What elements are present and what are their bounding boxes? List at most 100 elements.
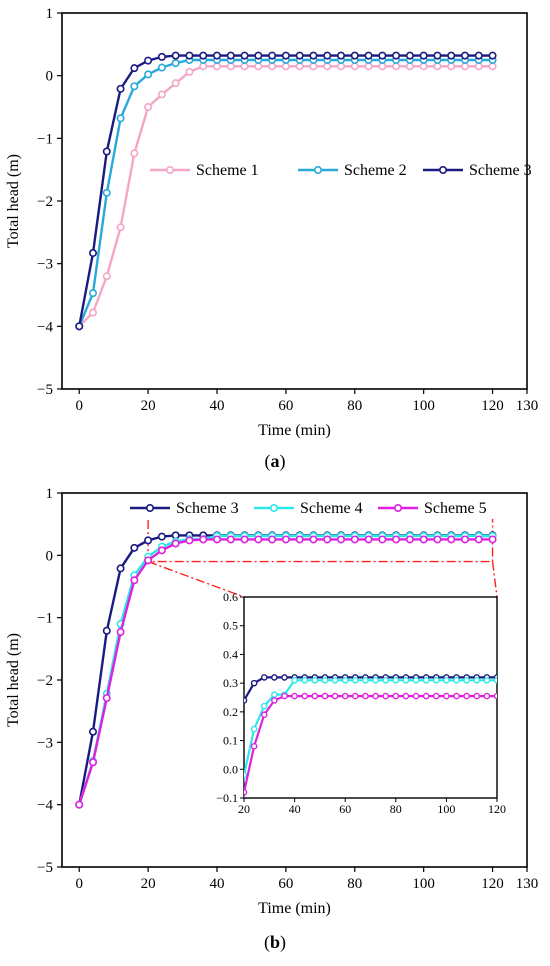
legend-label: Scheme 5 xyxy=(424,500,487,517)
x-tick-label: 40 xyxy=(210,876,225,892)
x-tick-label: 0 xyxy=(75,876,83,892)
inset-data-point xyxy=(463,692,470,700)
inset-series-scheme-5 xyxy=(244,692,497,798)
y-tick-label: −4 xyxy=(37,319,53,335)
inset-data-point xyxy=(412,692,420,700)
data-point xyxy=(240,535,249,544)
data-point xyxy=(185,67,194,76)
inset-data-point xyxy=(281,674,288,681)
data-point xyxy=(75,800,84,809)
data-point xyxy=(419,51,428,60)
data-point xyxy=(171,539,180,548)
data-point xyxy=(240,51,249,60)
data-point xyxy=(460,51,469,60)
inset-data-point xyxy=(382,692,389,700)
data-point xyxy=(378,51,387,60)
data-point xyxy=(336,62,345,71)
inset-data-point xyxy=(260,674,268,681)
data-point xyxy=(378,535,387,544)
data-point xyxy=(130,576,139,585)
data-point xyxy=(474,535,483,544)
legend-marker xyxy=(166,166,175,175)
data-point xyxy=(157,63,166,72)
data-point xyxy=(171,51,180,60)
data-point xyxy=(157,532,166,541)
x-tick-label: 0 xyxy=(75,398,83,414)
data-point xyxy=(213,51,222,60)
panel-label: (b) xyxy=(264,932,286,953)
legend-label: Scheme 1 xyxy=(196,162,259,179)
inset-y-tick-label: 0.6 xyxy=(223,590,238,604)
legend-marker xyxy=(146,503,155,512)
data-point xyxy=(268,62,277,71)
data-point xyxy=(130,149,139,158)
data-point xyxy=(75,322,84,331)
data-point xyxy=(323,535,332,544)
inset-data-point xyxy=(311,692,319,700)
legend-marker xyxy=(438,166,447,175)
data-point xyxy=(199,51,208,60)
data-point xyxy=(116,84,125,93)
data-point xyxy=(488,535,497,544)
data-point xyxy=(89,308,98,317)
inset-y-tick-label: 0.4 xyxy=(223,647,238,661)
inset-data-point xyxy=(443,692,450,700)
y-tick-label: 0 xyxy=(46,69,54,85)
inset-data-point xyxy=(402,676,410,684)
data-point xyxy=(281,62,290,71)
x-tick-label: 120 xyxy=(481,876,504,892)
data-point xyxy=(364,51,373,60)
data-point xyxy=(350,535,359,544)
inset-data-point xyxy=(372,676,379,684)
data-point xyxy=(364,62,373,71)
inset-x-tick-label: 40 xyxy=(289,802,301,816)
data-point xyxy=(295,535,304,544)
y-tick-label: −2 xyxy=(37,673,53,689)
y-axis-title: Total head (m) xyxy=(5,633,22,727)
zoom-connector-left xyxy=(147,560,245,598)
inset-data-point xyxy=(443,676,450,684)
inset-data-point xyxy=(341,676,349,684)
inset-data-point xyxy=(271,697,278,704)
data-point xyxy=(89,289,98,298)
data-point xyxy=(89,758,98,767)
x-tick-label: 130 xyxy=(516,398,539,414)
data-point xyxy=(268,535,277,544)
chart-panel-b: 0 20 40 60 80 100 120 130 −5 −4 −3 −2 −1 0 1 Time (min)… xyxy=(5,486,538,953)
data-point xyxy=(213,535,222,544)
x-tick-label: 100 xyxy=(412,398,435,414)
inset-data-point xyxy=(291,676,298,684)
y-tick-label: −1 xyxy=(37,131,53,147)
data-point xyxy=(144,103,153,112)
data-point xyxy=(185,51,194,60)
data-point xyxy=(323,51,332,60)
inset-y-tick-label: 0.3 xyxy=(223,676,238,690)
inset-data-point xyxy=(493,692,497,700)
data-point xyxy=(309,62,318,71)
x-tick-label: 20 xyxy=(141,876,156,892)
data-point xyxy=(157,546,166,555)
inset-x-tick-label: 120 xyxy=(488,802,506,816)
inset-data-point xyxy=(244,788,248,796)
inset-data-point xyxy=(331,676,339,684)
y-tick-label: 1 xyxy=(46,486,54,502)
data-point xyxy=(447,62,456,71)
inset-data-point xyxy=(301,676,309,684)
inset-y-tick-label: 0.0 xyxy=(223,762,238,776)
data-point xyxy=(281,51,290,60)
inset-data-point xyxy=(321,676,329,684)
legend-label: Scheme 3 xyxy=(176,500,239,517)
inset-data-point xyxy=(453,692,460,700)
y-tick-label: −5 xyxy=(37,860,53,876)
inset-data-point xyxy=(382,676,389,684)
data-point xyxy=(199,535,208,544)
data-point xyxy=(254,535,263,544)
inset-data-point xyxy=(432,692,440,700)
data-point xyxy=(309,535,318,544)
inset-data-point xyxy=(291,692,298,700)
y-tick-label: −4 xyxy=(37,798,53,814)
legend-background xyxy=(120,497,500,519)
data-point xyxy=(254,51,263,60)
legend-marker xyxy=(393,503,402,512)
inset-data-point xyxy=(483,692,491,700)
